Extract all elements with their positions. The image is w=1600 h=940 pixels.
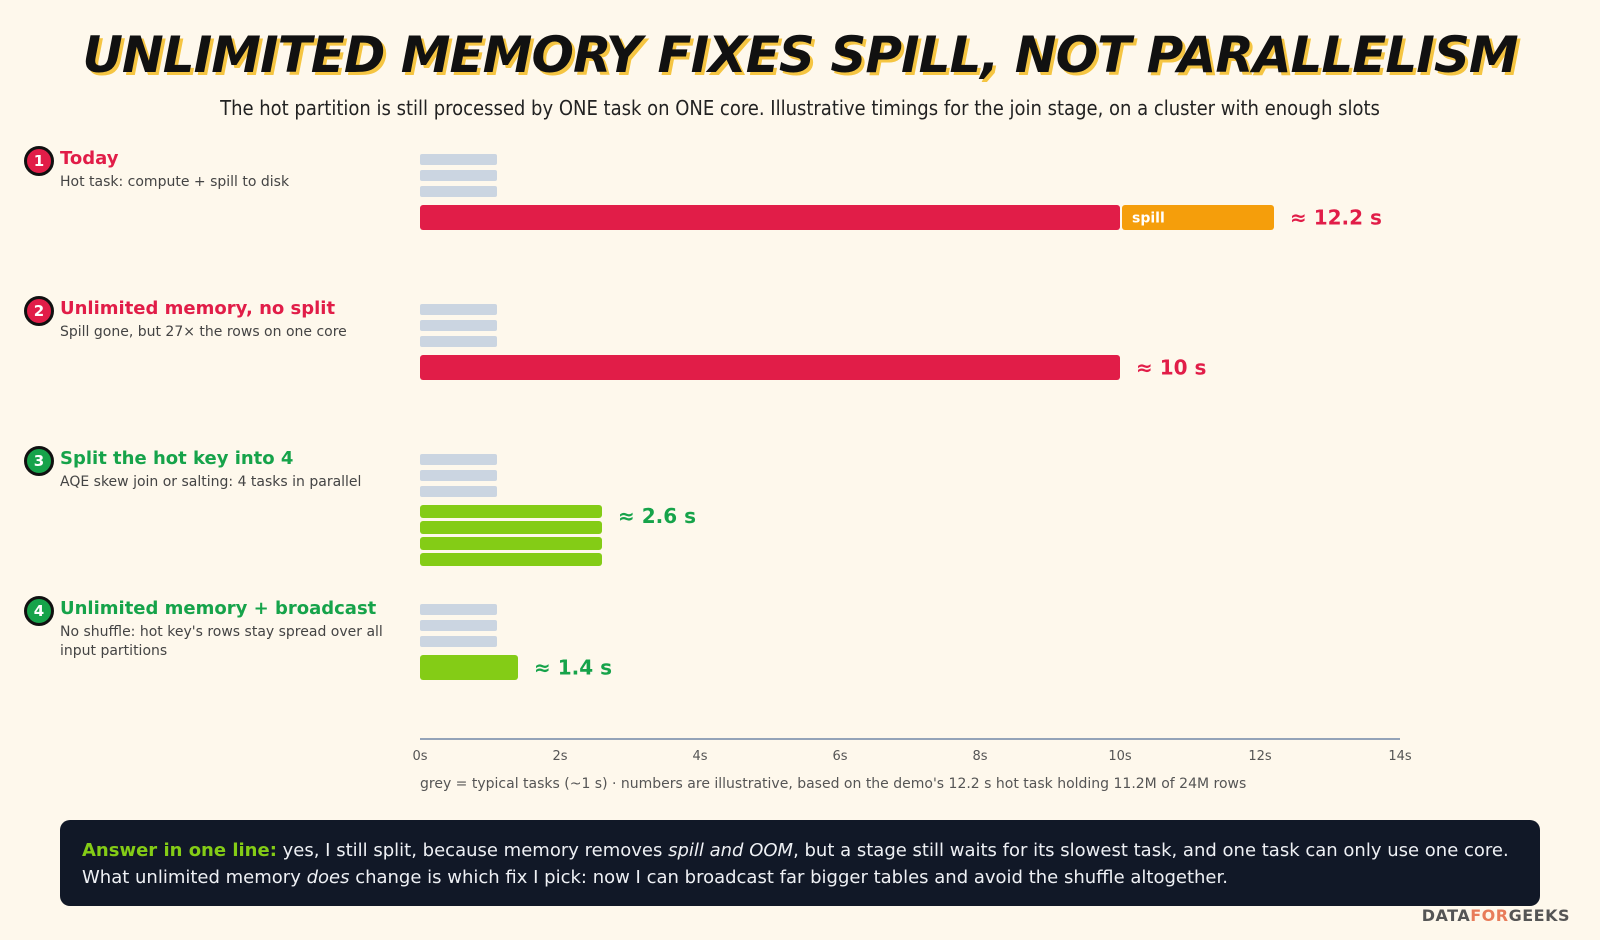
typical-task-bar xyxy=(420,186,497,197)
x-tick-label: 2s xyxy=(552,749,567,764)
answer-text-1: yes, I still split, because memory remov… xyxy=(276,840,669,861)
total-time-label: ≈ 2.6 s xyxy=(618,504,696,528)
brand-part-geeks: GEEKS xyxy=(1508,906,1570,925)
x-tick-label: 14s xyxy=(1388,749,1412,764)
scenario-description: Hot task: compute + spill to disk xyxy=(60,174,290,190)
x-tick-label: 0s xyxy=(412,749,427,764)
typical-task-bar xyxy=(420,620,497,631)
answer-emphasis-2: does xyxy=(306,867,350,888)
typical-task-bar xyxy=(420,170,497,181)
hot-task-bar xyxy=(420,521,602,534)
hot-task-bar xyxy=(420,355,1120,380)
typical-task-bar xyxy=(420,320,497,331)
typical-task-bar xyxy=(420,154,497,165)
x-tick-label: 4s xyxy=(692,749,707,764)
timing-chart: spill ≈ 12.2 s ≈ 10 s ≈ 2.6 s ≈ 1.4 s 0s 2s 4s 6… xyxy=(412,154,1412,764)
scenario-description: AQE skew join or salting: 4 tasks in par… xyxy=(60,474,362,490)
scenario-description: No shuffle: hot key's rows stay spread o… xyxy=(60,624,383,659)
x-tick-label: 12s xyxy=(1248,749,1272,764)
total-time-label: ≈ 12.2 s xyxy=(1290,206,1382,230)
answer-lead: Answer in one line: xyxy=(82,840,277,861)
scenario-description: Spill gone, but 27× the rows on one core xyxy=(60,324,347,340)
hot-task-bar xyxy=(420,553,602,566)
chart-footnote: grey = typical tasks (~1 s) · numbers ar… xyxy=(420,776,1247,792)
brand-part-for: FOR xyxy=(1470,906,1509,925)
total-time-label: ≈ 1.4 s xyxy=(534,656,612,680)
typical-task-bar xyxy=(420,636,497,647)
x-tick-label: 6s xyxy=(832,749,847,764)
hot-task-bar xyxy=(420,655,518,680)
answer-text-2: , but a stage still waits for its slowes… xyxy=(82,840,1509,888)
scenario-title: Unlimited memory, no split xyxy=(60,298,336,319)
answer-box: Answer in one line: yes, I still split, … xyxy=(60,820,1540,906)
typical-task-bar xyxy=(420,454,497,465)
hot-task-bar xyxy=(420,505,602,518)
x-tick-label: 8s xyxy=(972,749,987,764)
hot-task-bar xyxy=(420,205,1120,230)
hot-task-bar xyxy=(1122,205,1274,230)
x-tick-label: 10s xyxy=(1108,749,1132,764)
typical-task-bar xyxy=(420,470,497,481)
brand-logo: DATAFORGEEKS xyxy=(1422,906,1570,925)
typical-task-bar xyxy=(420,304,497,315)
scenario-number-badge: 2 xyxy=(24,296,54,326)
page-subtitle: The hot partition is still processed by … xyxy=(220,96,1380,120)
scenario-title: Split the hot key into 4 xyxy=(60,448,294,469)
page-title: UNLIMITED MEMORY FIXES SPILL, NOT PARALL… xyxy=(82,26,1518,84)
brand-part-data: DATA xyxy=(1421,906,1471,925)
answer-text-3: change is which fix I pick: now I can br… xyxy=(349,867,1228,888)
typical-task-bar xyxy=(420,486,497,497)
scenario-title: Unlimited memory + broadcast xyxy=(60,598,377,619)
scenario-number-badge: 1 xyxy=(24,146,54,176)
typical-task-bar xyxy=(420,604,497,615)
total-time-label: ≈ 10 s xyxy=(1136,356,1206,380)
scenario-title: Today xyxy=(60,148,119,169)
typical-task-bar xyxy=(420,336,497,347)
segment-label: spill xyxy=(1132,211,1165,227)
answer-emphasis-1: spill and OOM xyxy=(668,840,794,861)
hot-task-bar xyxy=(420,537,602,550)
scenario-number-badge: 4 xyxy=(24,596,54,626)
scenario-number-badge: 3 xyxy=(24,446,54,476)
